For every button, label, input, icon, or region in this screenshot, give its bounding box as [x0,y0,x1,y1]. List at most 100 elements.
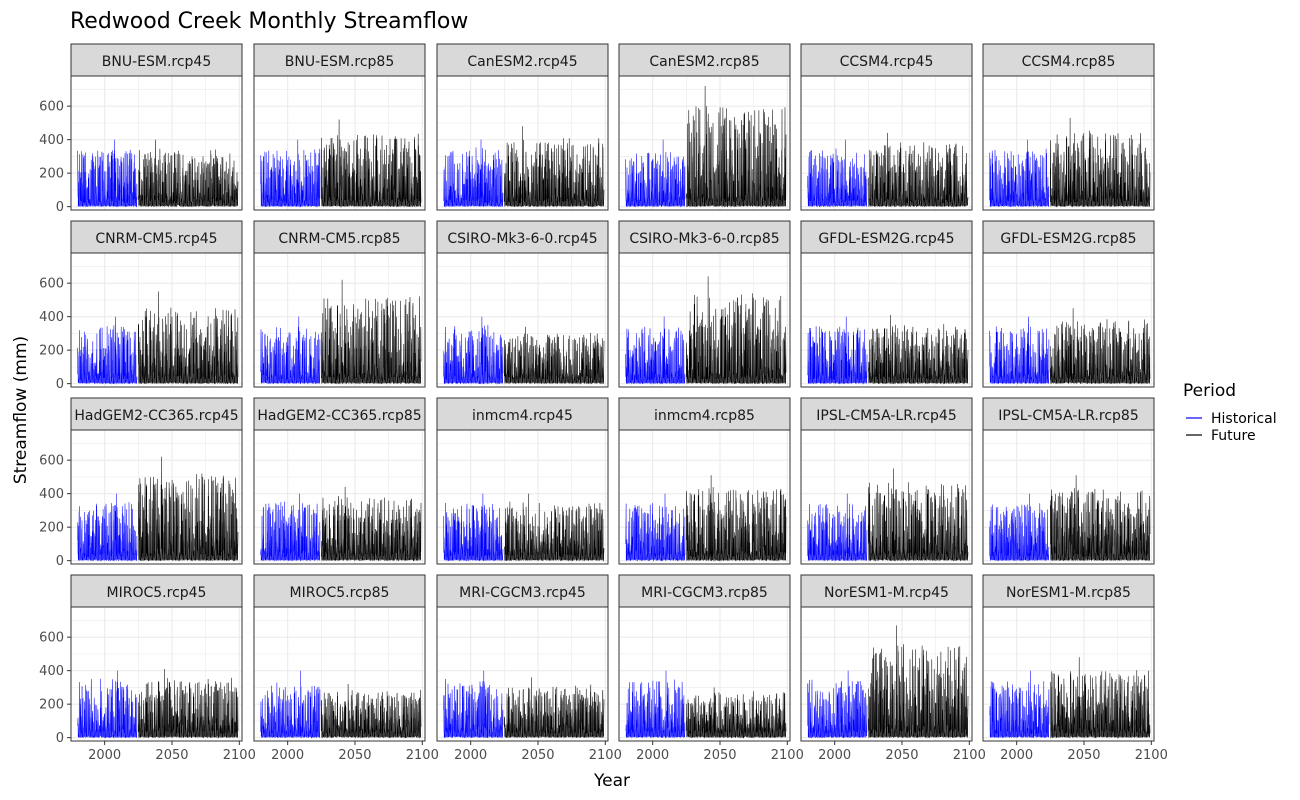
x-tick-label: 2100 [1135,748,1168,763]
series-future [321,683,422,739]
y-tick-label: 0 [56,731,64,746]
facet-panel: CanESM2.rcp85 [618,43,791,211]
facet-panel: inmcm4.rcp45 [436,397,609,565]
series-future [504,326,605,385]
series-historical [807,670,868,739]
facet-strip-label: GFDL-ESM2G.rcp85 [1000,231,1136,247]
series-future [686,85,787,208]
facet-strip [436,574,609,608]
facet-panel: inmcm4.rcp85 [618,397,791,565]
facet-panel: CSIRO-Mk3-6-0.rcp45 [436,220,609,388]
series-future [504,677,605,739]
facet-panel: MRI-CGCM3.rcp45 2000 2050 2100 [436,574,622,763]
facet-strip-label: IPSL-CM5A-LR.rcp45 [816,408,956,424]
panel-border [436,252,609,388]
facet-strip [982,220,1155,254]
facet-strip-label: CanESM2.rcp45 [467,54,577,70]
series-historical [443,139,504,208]
panel-border [70,252,243,388]
x-tick-label: 2100 [589,748,622,763]
series-historical [443,493,504,562]
series-historical [807,493,868,562]
series-historical [443,316,504,385]
series-historical [77,139,138,208]
panel-border [982,252,1155,388]
facet-panel: NorESM1-M.rcp45 2000 2050 2100 [800,574,986,763]
panel-border [982,75,1155,211]
x-axis-label: Year [593,771,630,791]
x-tick-label: 2050 [703,748,736,763]
series-future [504,126,605,208]
series-future [1050,475,1151,562]
series-future [138,668,239,739]
series-historical [260,670,321,739]
facet-panel: BNU-ESM.rcp45 0 200 400 600 [39,43,243,215]
panel-border [982,606,1155,742]
panel-border [70,606,243,742]
facet-strip-label: BNU-ESM.rcp45 [102,54,211,70]
panel-border [618,429,791,565]
series-future [1050,657,1151,739]
y-tick-label: 200 [39,521,64,536]
facet-strip [800,220,973,254]
x-tick-label: 2100 [953,748,986,763]
series-future [138,456,239,562]
series-future [504,493,605,562]
panel-border [253,429,426,565]
y-tick-label: 400 [39,133,64,148]
facet-strip-label: BNU-ESM.rcp85 [285,54,394,70]
panel-border [436,606,609,742]
facet-strip [800,397,973,431]
y-axis-label: Streamflow (mm) [11,336,31,484]
facet-panel: CNRM-CM5.rcp85 [253,220,426,388]
chart-title: Redwood Creek Monthly Streamflow [70,9,468,34]
facet-strip-label: CSIRO-Mk3-6-0.rcp85 [629,231,779,247]
facet-strip-label: HadGEM2-CC365.rcp45 [74,408,238,424]
x-tick-label: 2050 [885,748,918,763]
x-tick-label: 2000 [88,748,121,763]
facet-panel: MIROC5.rcp85 2000 2050 2100 [253,574,439,763]
y-tick-label: 600 [39,277,64,292]
panel-border [800,75,973,211]
panel-border [618,75,791,211]
x-tick-label: 2000 [454,748,487,763]
y-tick-label: 400 [39,487,64,502]
series-historical [989,139,1050,208]
series-historical [989,493,1050,562]
facet-strip-label: CNRM-CM5.rcp85 [278,231,400,247]
series-historical [625,139,686,208]
y-tick-label: 0 [56,377,64,392]
y-tick-label: 400 [39,664,64,679]
series-historical [625,670,686,739]
panel-border [618,252,791,388]
facet-strip-label: NorESM1-M.rcp85 [1006,585,1131,601]
facet-strip-label: CCSM4.rcp45 [840,54,934,70]
y-tick-label: 400 [39,310,64,325]
panel-border [253,606,426,742]
series-future [868,468,969,562]
series-historical [807,316,868,385]
facet-panel: HadGEM2-CC365.rcp85 [253,397,426,565]
series-future [321,279,422,385]
facet-strip [800,43,973,77]
legend: Period Historical Future [1183,381,1277,444]
series-historical [77,493,138,562]
y-tick-label: 200 [39,344,64,359]
facet-strip [253,397,426,431]
facet-strip-label: HadGEM2-CC365.rcp85 [257,408,421,424]
facet-strip-label: CCSM4.rcp85 [1022,54,1116,70]
x-tick-label: 2100 [771,748,804,763]
series-historical [260,316,321,385]
facet-strip [70,43,243,77]
series-future [686,687,787,739]
y-tick-label: 0 [56,200,64,215]
series-historical [260,139,321,208]
panel-border [253,252,426,388]
x-tick-label: 2050 [521,748,554,763]
facet-strip-label: GFDL-ESM2G.rcp45 [818,231,954,247]
facet-panel: MRI-CGCM3.rcp85 2000 2050 2100 [618,574,804,763]
panel-border [436,429,609,565]
y-tick-label: 600 [39,631,64,646]
x-tick-label: 2000 [271,748,304,763]
y-tick-label: 200 [39,167,64,182]
